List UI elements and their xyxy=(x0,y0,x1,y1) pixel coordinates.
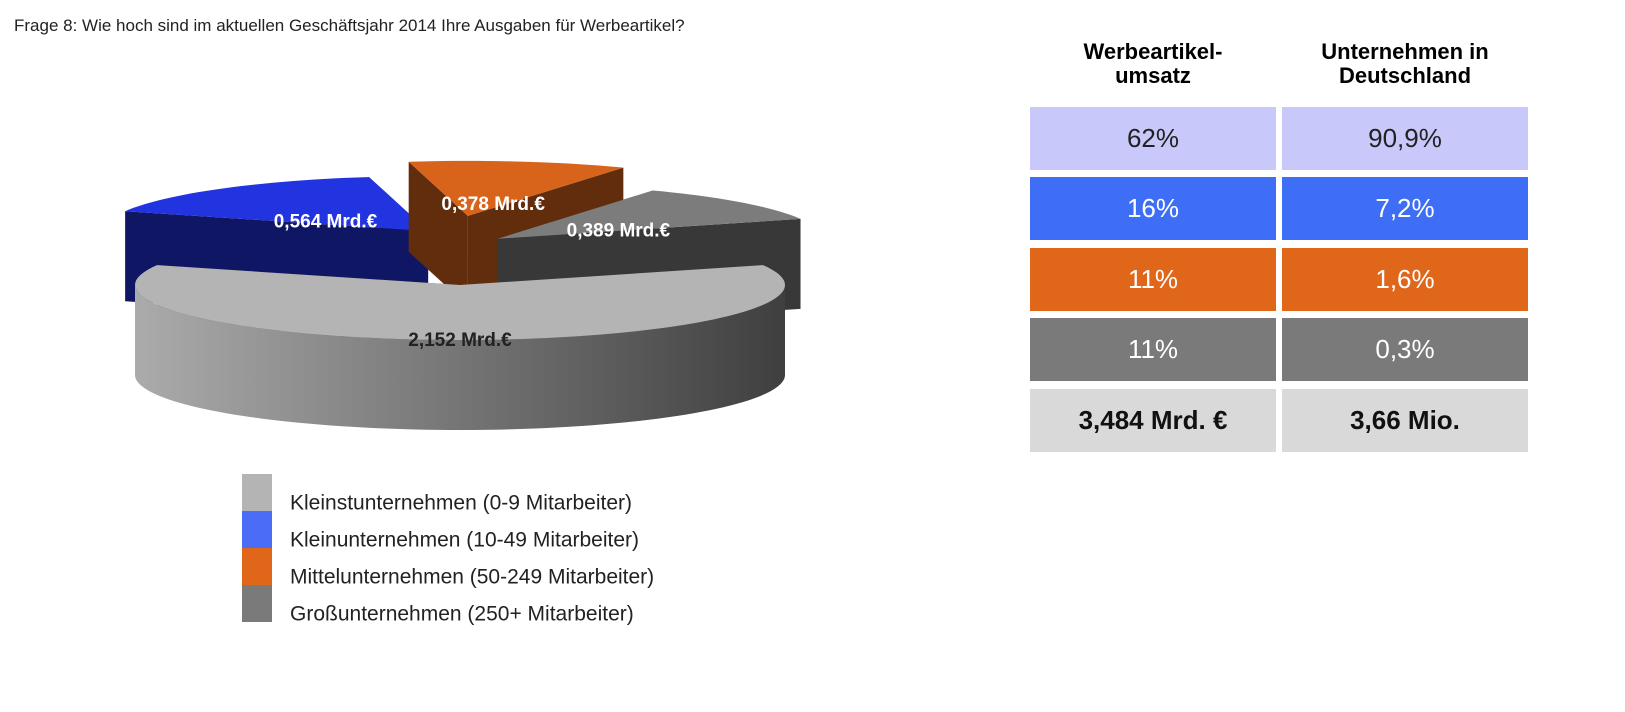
legend-swatch xyxy=(242,585,272,622)
slice-top xyxy=(408,160,624,216)
table-cell: 3,484 Mrd. € xyxy=(1030,389,1276,452)
table-cell: 11% xyxy=(1030,248,1276,311)
legend-swatch xyxy=(242,511,272,548)
title: Frage 8: Wie hoch sind im aktuellen Gesc… xyxy=(14,16,685,35)
slice-cut-face xyxy=(408,161,468,306)
legend-label: Kleinunternehmen (10-49 Mitarbeiter) xyxy=(290,529,639,552)
header-line: Werbeartikel- xyxy=(1083,39,1223,64)
data-label: 0,389 Mrd.€ xyxy=(567,221,671,242)
data-label: 0,564 Mrd.€ xyxy=(274,212,378,233)
legend-swatch xyxy=(242,474,272,511)
header-line: Unternehmen in xyxy=(1321,39,1489,64)
header-line: Deutschland xyxy=(1338,63,1472,88)
data-label: 2,152 Mrd.€ xyxy=(408,330,512,351)
data-label: 0,378 Mrd.€ xyxy=(441,194,545,215)
slice-top xyxy=(135,265,785,340)
column-header: Unternehmen in Deutschland xyxy=(1282,40,1528,88)
pie-chart: 0,564 Mrd.€ 0,378 Mrd.€ 0,389 Mrd.€ 2,152 M… xyxy=(125,160,801,626)
slice-top xyxy=(125,177,429,232)
table-cell: 90,9% xyxy=(1282,107,1528,170)
legend-label: Großunternehmen (250+ Mitarbeiter) xyxy=(290,603,634,626)
table-cell: 62% xyxy=(1030,107,1276,170)
table-cell: 11% xyxy=(1030,318,1276,381)
table-cell: 0,3% xyxy=(1282,318,1528,381)
table-cell: 16% xyxy=(1030,177,1276,240)
pie-slice xyxy=(135,265,785,430)
table-cell: 3,66 Mio. xyxy=(1282,389,1528,452)
slice-side xyxy=(135,285,785,430)
legend-label: Mittelunternehmen (50-249 Mitarbeiter) xyxy=(290,566,654,589)
header-line: umsatz xyxy=(1115,63,1191,88)
table-cell: 7,2% xyxy=(1282,177,1528,240)
column-header: Werbeartikel-umsatz xyxy=(1030,40,1276,88)
legend-swatch xyxy=(242,548,272,585)
slice-top xyxy=(497,190,801,239)
table-cell: 1,6% xyxy=(1282,248,1528,311)
legend-label: Kleinstunternehmen (0-9 Mitarbeiter) xyxy=(290,492,632,515)
